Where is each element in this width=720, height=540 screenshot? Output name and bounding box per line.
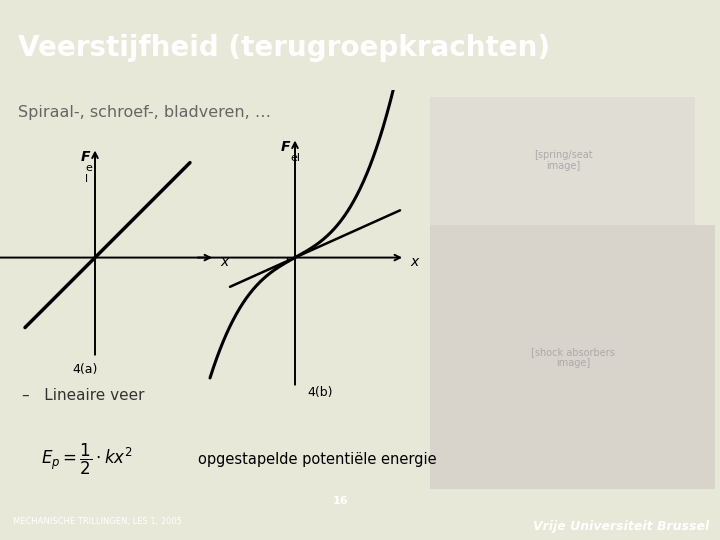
Text: el: el xyxy=(290,153,300,163)
Text: $E_p = \dfrac{1}{2} \cdot kx^2$: $E_p = \dfrac{1}{2} \cdot kx^2$ xyxy=(41,442,132,477)
Text: F: F xyxy=(81,150,91,164)
FancyBboxPatch shape xyxy=(430,97,695,225)
Text: Veerstijfheid (terugroepkrachten): Veerstijfheid (terugroepkrachten) xyxy=(18,35,550,63)
Text: x: x xyxy=(410,254,418,268)
Text: .: . xyxy=(284,246,289,264)
Text: e: e xyxy=(85,163,92,173)
Text: F: F xyxy=(281,140,290,153)
Text: [shock absorbers
image]: [shock absorbers image] xyxy=(531,347,615,368)
Text: 4(b): 4(b) xyxy=(307,386,333,399)
Text: x: x xyxy=(220,254,228,268)
Text: l: l xyxy=(85,173,88,184)
Text: [spring/seat
image]: [spring/seat image] xyxy=(534,150,593,171)
Text: Spiraal-, schroef-, bladveren, …: Spiraal-, schroef-, bladveren, … xyxy=(18,105,271,120)
FancyBboxPatch shape xyxy=(430,225,715,489)
Text: 16: 16 xyxy=(333,496,348,506)
Text: –   Lineaire veer: – Lineaire veer xyxy=(22,388,145,402)
Text: opgestapelde potentiële energie: opgestapelde potentiële energie xyxy=(198,452,437,467)
Text: MECHANISCHE TRILLINGEN, LES 1, 2005: MECHANISCHE TRILLINGEN, LES 1, 2005 xyxy=(13,517,182,526)
Text: Vrije Universiteit Brussel: Vrije Universiteit Brussel xyxy=(533,520,709,533)
Text: 4(a): 4(a) xyxy=(72,362,98,375)
